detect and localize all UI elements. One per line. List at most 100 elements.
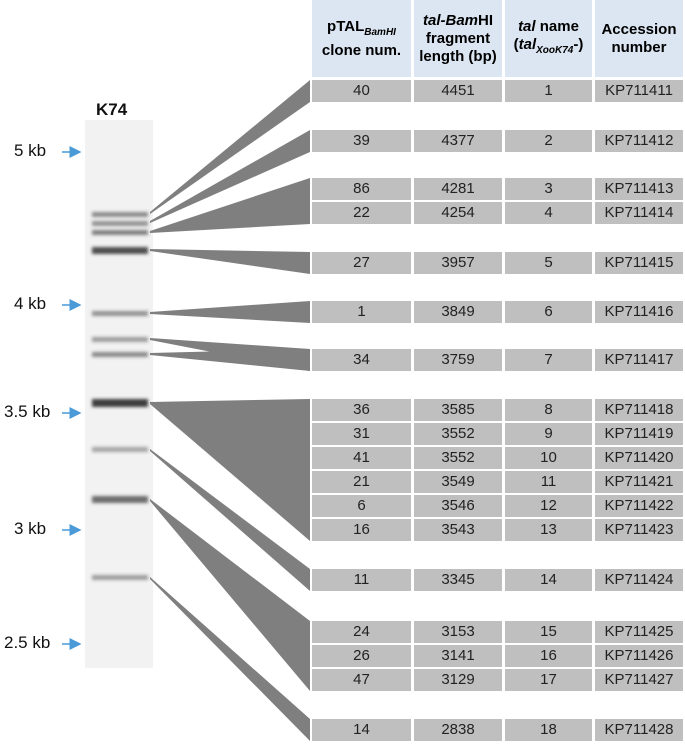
table-cell: KP711411 [595,80,683,102]
size-marker: 4 kb [14,294,47,313]
table-cell: 21 [312,471,411,493]
header-text: name [535,17,579,35]
table-cell: 4 [505,202,592,224]
table-cell: KP711422 [595,495,683,517]
table-cell: 3552 [414,447,502,469]
table-cell: 2 [505,130,592,152]
band-wedge [150,399,310,541]
table-cell: KP711412 [595,130,683,152]
header-subscript: BamHI [364,26,396,38]
table-cell: 17 [505,669,592,691]
table-cell: 3 [505,178,592,200]
table-cell: 3957 [414,252,502,274]
table-cell: KP711419 [595,423,683,445]
lane-label: K74 [96,100,128,119]
table-cell: 40 [312,80,411,102]
header-cell: tal-BamHI fragment length (bp) [414,0,502,77]
band-wedge [150,577,310,741]
band-wedge [150,178,310,233]
table-cell: 3849 [414,301,502,323]
table-cell: KP711420 [595,447,683,469]
header-text: tal [518,35,537,53]
table-cell: 39 [312,130,411,152]
table-cell: 26 [312,645,411,667]
table-cell: 4377 [414,130,502,152]
table-cell: 4254 [414,202,502,224]
table-cell: 36 [312,399,411,421]
table-cell: KP711426 [595,645,683,667]
table-cell: 3585 [414,399,502,421]
table-cell: 13 [505,519,592,541]
table-cell: 3543 [414,519,502,541]
header-text: tal [518,17,536,35]
gel-lane [85,120,153,668]
header-cell: pTALBamHI clone num. [312,0,411,77]
table-cell: 3129 [414,669,502,691]
band-wedge [150,499,310,691]
table-cell: 3759 [414,349,502,371]
table-cell: KP711415 [595,252,683,274]
header-text: length (bp) [419,47,497,65]
table-cell: KP711413 [595,178,683,200]
table-cell: KP711416 [595,301,683,323]
table-cell: 7 [505,349,592,371]
table-cell: 12 [505,495,592,517]
table-cell: 27 [312,252,411,274]
gel-bands [92,212,148,580]
header-cell: tal name (talXooK74-) [505,0,592,77]
table-cell: 6 [312,495,411,517]
header-text: tal-Bam [422,11,478,29]
table-cell: 6 [505,301,592,323]
table-cell: 4451 [414,80,502,102]
header-subscript: XooK74 [536,44,574,56]
table-cell: 3153 [414,621,502,643]
size-marker: 5 kb [14,141,47,160]
table-cell: KP711418 [595,399,683,421]
table-cell: 47 [312,669,411,691]
table-cell: KP711414 [595,202,683,224]
size-marker: 3.5 kb [4,402,51,421]
table-cell: 4281 [414,178,502,200]
table-cell: KP711417 [595,349,683,371]
marker-arrows [62,146,82,650]
band-wedge [150,130,310,223]
table-cell: 18 [505,719,592,741]
header-text: HI [478,11,493,29]
table-cell: 14 [312,719,411,741]
table-cell: KP711427 [595,669,683,691]
table-cell: 34 [312,349,411,371]
table-cell: KP711421 [595,471,683,493]
table-cell: 86 [312,178,411,200]
table-cell: KP711425 [595,621,683,643]
size-marker: 2.5 kb [4,633,51,652]
table-cell: 10 [505,447,592,469]
table-cell: 15 [505,621,592,643]
table-cell: 3345 [414,569,502,591]
header-text: -) [573,35,584,53]
table-cell: 14 [505,569,592,591]
table-cell: KP711428 [595,719,683,741]
table-cell: 2838 [414,719,502,741]
table-cell: 9 [505,423,592,445]
table-cell: 22 [312,202,411,224]
header-text: fragment [425,29,491,47]
band-wedge [150,80,310,214]
table-cell: 31 [312,423,411,445]
table-cell: 24 [312,621,411,643]
table-cell: 1 [312,301,411,323]
table-cell: 11 [505,471,592,493]
table-cell: 1 [505,80,592,102]
table-cell: 3552 [414,423,502,445]
table-cell: 5 [505,252,592,274]
header-text: pTAL [327,17,365,35]
band-wedge [150,301,310,323]
band-wedge [150,349,310,371]
table-cell: 8 [505,399,592,421]
table-cell: KP711423 [595,519,683,541]
table-cell: 3549 [414,471,502,493]
table-cell: 16 [505,645,592,667]
table-cell: 16 [312,519,411,541]
table-cell: 3141 [414,645,502,667]
table-cell: KP711424 [595,569,683,591]
